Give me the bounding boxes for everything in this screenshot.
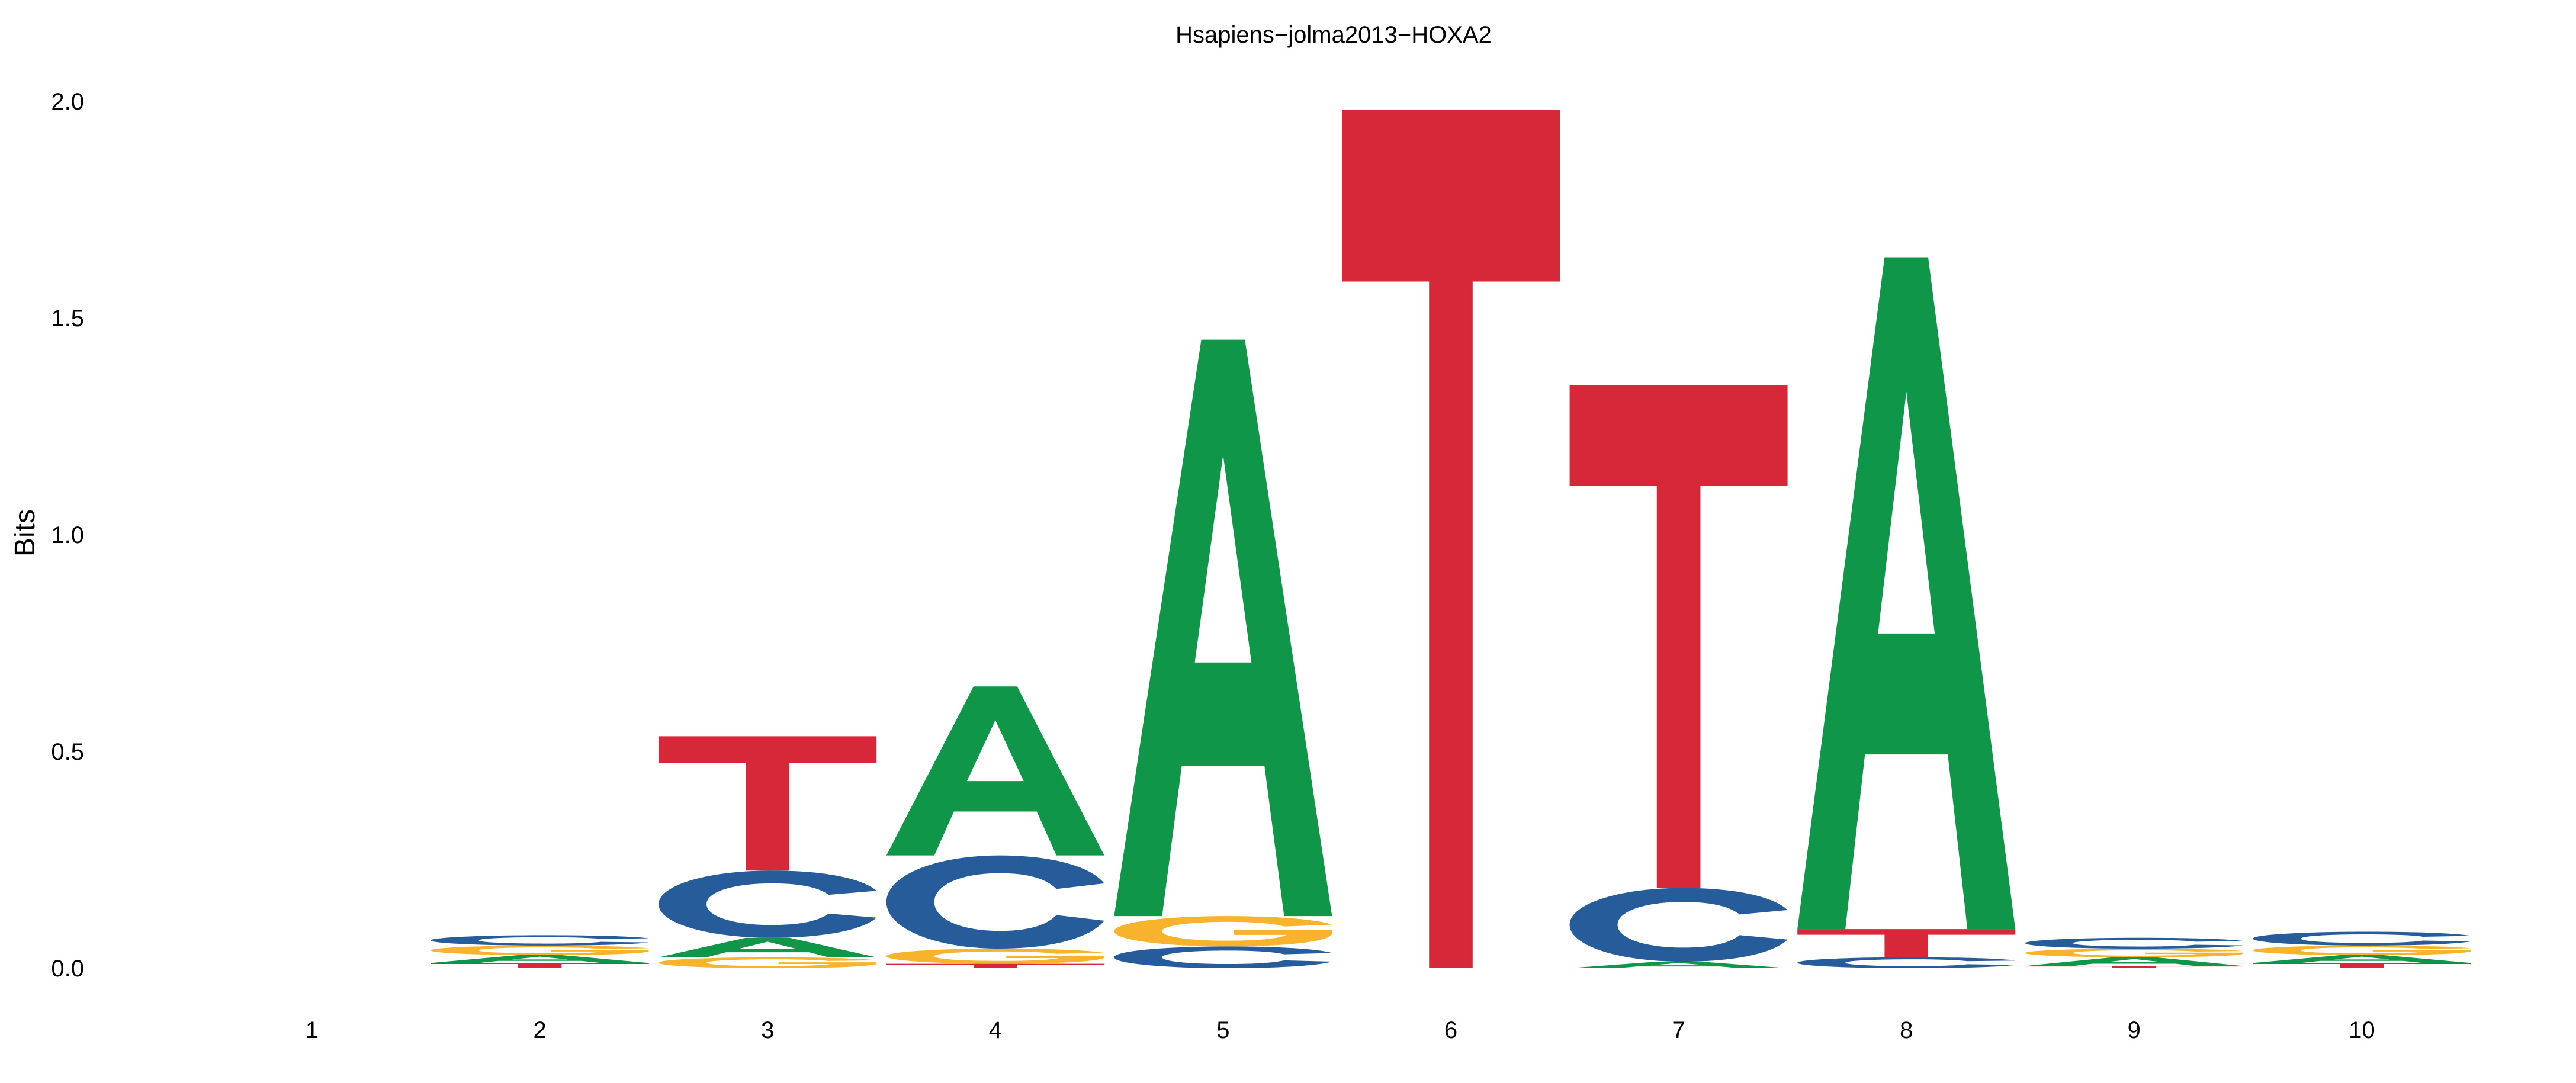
x-tick-label: 7 (1672, 1017, 1685, 1043)
logo-stack (1342, 110, 1560, 968)
x-axis-ticks: 1 2 3 4 5 6 7 8 9 10 (306, 1017, 2375, 1043)
letter-t-glyph (2025, 966, 2243, 968)
x-tick-label: 1 (306, 1017, 319, 1043)
letter-g-glyph (886, 949, 1104, 964)
letter-t-glyph (2253, 963, 2471, 968)
letter-t-glyph (659, 736, 877, 871)
letter-t-glyph (1342, 110, 1560, 968)
logo-stacks (431, 110, 2471, 968)
y-axis-ticks: 0.0 0.5 1.0 1.5 2.0 (51, 89, 84, 982)
chart-title: Hsapiens−jolma2013−HOXA2 (1175, 22, 1492, 48)
letter-g-glyph (659, 957, 877, 968)
letter-a-glyph (431, 955, 649, 963)
x-tick-label: 3 (761, 1017, 774, 1043)
letter-g-glyph (431, 945, 649, 956)
x-tick-label: 5 (1216, 1017, 1229, 1043)
letter-a-glyph (1569, 962, 1788, 968)
logo-stack (431, 935, 649, 968)
logo-stack (659, 736, 877, 968)
x-tick-label: 8 (1900, 1017, 1913, 1043)
logo-stack (1569, 385, 1788, 968)
y-tick-label: 0.5 (51, 739, 84, 765)
letter-a-glyph (2025, 957, 2243, 966)
logo-stack (2253, 931, 2471, 968)
letter-a-glyph (1797, 257, 2016, 930)
x-tick-label: 6 (1444, 1017, 1457, 1043)
letter-a-glyph (1114, 339, 1332, 917)
x-tick-label: 10 (2349, 1017, 2375, 1043)
letter-t-glyph (431, 963, 649, 968)
y-axis-label: Bits (9, 509, 41, 557)
letter-c-glyph (2253, 931, 2471, 946)
letter-g-glyph (1114, 916, 1332, 947)
letter-c-glyph (1114, 946, 1332, 968)
letter-c-glyph (1569, 888, 1788, 962)
x-tick-label: 9 (2128, 1017, 2141, 1043)
letter-g-glyph (2253, 945, 2471, 956)
letter-t-glyph (1569, 385, 1788, 888)
letter-a-glyph (2253, 955, 2471, 963)
x-tick-label: 2 (533, 1017, 546, 1043)
logo-stack (2025, 937, 2243, 968)
letter-c-glyph (2025, 937, 2243, 949)
letter-t-glyph (886, 963, 1104, 968)
letter-c-glyph (1797, 957, 2016, 968)
letter-c-glyph (431, 935, 649, 946)
logo-stack (886, 686, 1104, 968)
x-tick-label: 4 (989, 1017, 1002, 1043)
y-tick-label: 1.5 (51, 306, 84, 332)
letter-a-glyph (886, 686, 1104, 856)
y-tick-label: 1.0 (51, 522, 84, 548)
letter-a-glyph (659, 937, 877, 957)
letter-c-glyph (886, 855, 1104, 949)
letter-t-glyph (1797, 929, 2016, 957)
y-tick-label: 0.0 (51, 956, 84, 982)
letter-c-glyph (659, 870, 877, 938)
y-tick-label: 2.0 (51, 89, 84, 115)
letter-g-glyph (2025, 949, 2243, 957)
logo-stack (1797, 257, 2016, 968)
logo-stack (1114, 339, 1332, 968)
